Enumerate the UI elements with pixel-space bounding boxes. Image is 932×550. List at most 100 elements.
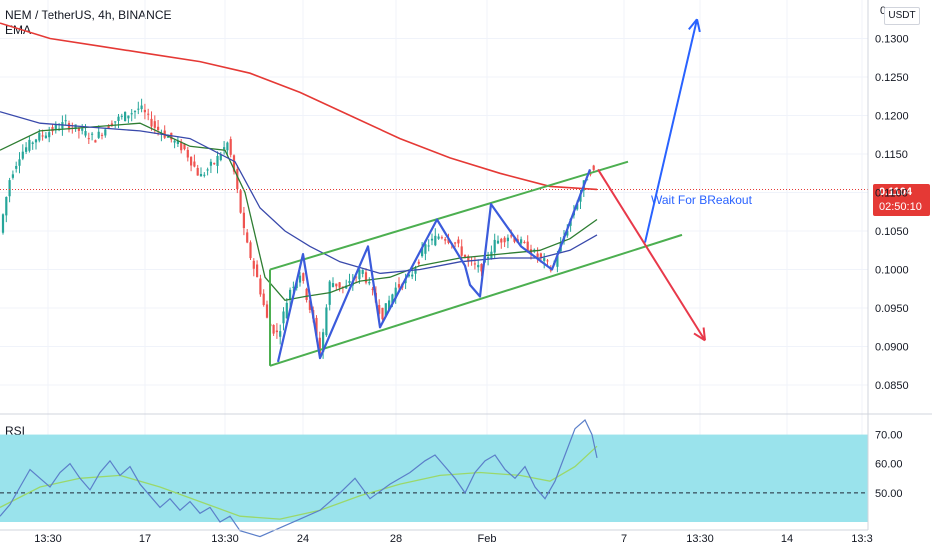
candle-body: [206, 169, 209, 171]
candle-body: [186, 149, 189, 158]
price-tick-label: 0.1150: [875, 149, 908, 161]
candle-body: [536, 253, 539, 257]
candle-body: [520, 239, 523, 244]
candle-body: [592, 165, 595, 170]
time-tick-label: 17: [139, 533, 151, 545]
ema-line-fast: [0, 122, 598, 302]
annotation-text: Wait For BReakout: [651, 193, 753, 207]
candle-body: [397, 284, 401, 288]
candle-body: [252, 260, 255, 269]
candle-body: [25, 147, 28, 152]
candle-body: [54, 124, 57, 131]
candle-body: [480, 263, 483, 272]
candle-body: [18, 159, 21, 166]
candle-body: [388, 300, 391, 311]
rsi-plot: [0, 419, 868, 538]
candle-body: [150, 118, 153, 127]
currency-badge[interactable]: USDT: [884, 7, 920, 25]
price-badge: 0.1104 02:50:10: [873, 184, 930, 216]
time-tick-label: 13:3: [851, 533, 872, 545]
candle-body: [229, 139, 232, 155]
candle-body: [285, 302, 288, 319]
candle-body: [91, 133, 94, 135]
candle-body: [447, 239, 450, 243]
candle-body: [137, 108, 140, 110]
candle-body: [44, 135, 47, 139]
candle-body: [411, 274, 414, 277]
rsi-tick-label: 60.00: [875, 459, 903, 471]
candle-body: [477, 264, 480, 268]
corner-label: 0: [880, 5, 886, 17]
candle-body: [190, 156, 193, 166]
candle-body: [74, 124, 77, 130]
last-price-label: 0.1104: [879, 186, 913, 198]
candle-body: [279, 331, 282, 337]
candle-body: [173, 140, 176, 143]
candle-body: [28, 139, 31, 151]
candle-body: [381, 307, 384, 320]
candle-body: [147, 113, 150, 115]
candle-body: [589, 173, 592, 175]
candle-body: [232, 155, 236, 172]
projection-up-arrow-head: [696, 19, 701, 33]
candle-body: [378, 305, 381, 314]
candle-body: [503, 237, 506, 243]
candle-body: [41, 135, 44, 137]
candle-body: [523, 241, 526, 243]
price-plot: Wait For BReakout: [0, 18, 868, 367]
candle-body: [196, 167, 199, 176]
candle-body: [203, 174, 206, 176]
candle-body: [107, 125, 110, 129]
candle-body: [421, 247, 424, 257]
candle-body: [361, 269, 364, 274]
price-tick-label: 0.1300: [875, 34, 909, 46]
candle-body: [302, 273, 305, 281]
candle-body: [133, 111, 137, 113]
ema-line-mid: [0, 111, 598, 275]
candle-body: [440, 237, 443, 239]
candle-body: [430, 238, 434, 241]
rsi-label[interactable]: RSI: [5, 424, 26, 438]
candle-body: [219, 154, 222, 161]
candle-body: [120, 115, 123, 117]
candle-body: [31, 142, 34, 144]
candle-body: [355, 276, 358, 278]
candle-body: [153, 121, 156, 128]
candle-body: [117, 116, 120, 121]
candle-body: [549, 269, 552, 271]
candle-body: [407, 274, 410, 277]
candle-body: [15, 165, 18, 169]
candle-body: [272, 324, 275, 334]
projection-down-arrow: [597, 168, 706, 341]
rsi-line: [0, 419, 598, 538]
candle-body: [193, 161, 196, 167]
price-tick-label: 0.0900: [875, 342, 909, 354]
candle-body: [84, 131, 87, 136]
candle-body: [259, 278, 262, 295]
candle-body: [308, 300, 311, 310]
channel-line: [269, 233, 683, 367]
candle-body: [143, 109, 146, 113]
candle-body: [496, 240, 500, 244]
candle-body: [275, 330, 278, 333]
candle-body: [358, 269, 361, 280]
candle-body: [529, 249, 533, 255]
price-tick-label: 0.1000: [875, 265, 909, 277]
candle-body: [100, 134, 104, 136]
candle-body: [8, 180, 11, 197]
candle-body: [473, 263, 476, 265]
candle-body: [77, 127, 80, 131]
candle-body: [371, 288, 374, 290]
candle-body: [51, 127, 54, 132]
channel-line: [269, 160, 629, 271]
projection-down-arrow-head: [702, 327, 706, 341]
candle-body: [216, 155, 219, 166]
rsi-band: [0, 434, 868, 522]
candle-body: [140, 105, 143, 110]
candle-body: [104, 129, 107, 136]
candle-body: [209, 161, 212, 166]
candle-body: [81, 128, 84, 131]
candle-body: [127, 115, 130, 119]
candle-body: [391, 294, 394, 304]
